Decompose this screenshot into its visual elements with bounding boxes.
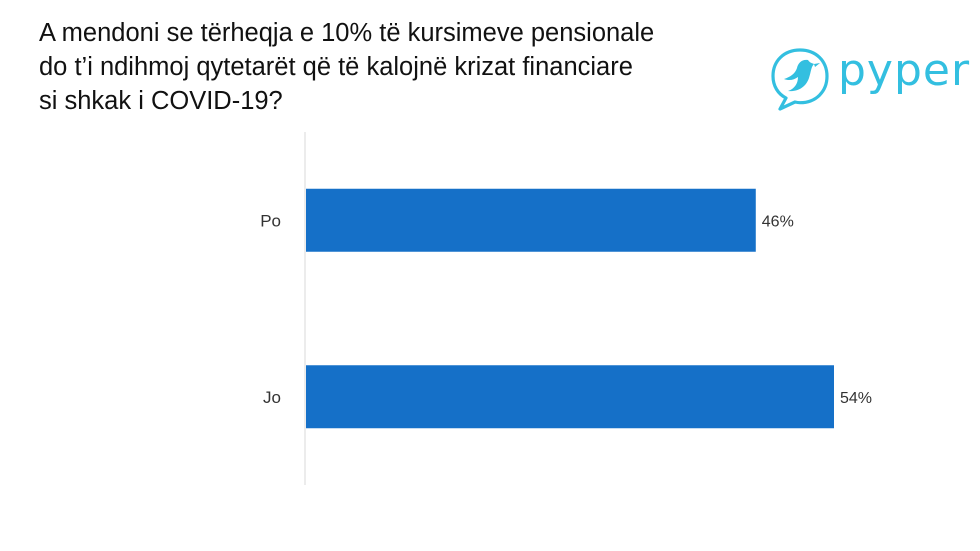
title-line-2: do t’i ndihmoj qytetarët që të kalojnë k… bbox=[39, 53, 633, 81]
category-label-po: Po bbox=[260, 211, 281, 230]
value-label-jo: 54% bbox=[840, 390, 872, 407]
title-line-3: si shkak i COVID-19? bbox=[39, 87, 283, 115]
value-label-po: 46% bbox=[762, 213, 794, 230]
category-label-jo: Jo bbox=[263, 388, 281, 407]
title-line-1: A mendoni se tërheqja e 10% të kursimeve… bbox=[39, 19, 655, 47]
bar-po bbox=[306, 188, 756, 252]
pyper-logo: pyper bbox=[768, 46, 969, 112]
bar-jo bbox=[306, 365, 834, 429]
chart-title: A mendoni se tërheqja e 10% të kursimeve… bbox=[39, 16, 769, 118]
logo-wordmark: pyper bbox=[838, 45, 971, 96]
bird-in-speech-bubble-icon bbox=[771, 48, 829, 111]
